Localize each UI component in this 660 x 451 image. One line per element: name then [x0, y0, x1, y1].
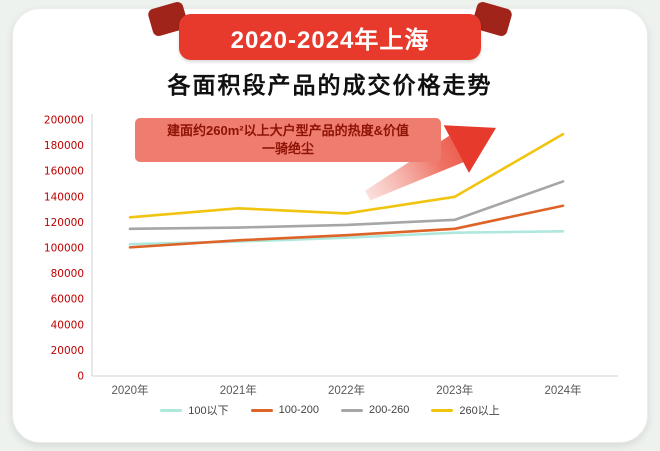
y-axis-tick-label: 200000 — [44, 115, 84, 127]
legend-swatch — [160, 408, 183, 412]
banner-title: 2020-2024年上海 — [230, 26, 430, 54]
y-axis-tick-label: 140000 — [44, 191, 84, 203]
chart-legend: 100以下 100-200 200-260 260以上 — [26, 402, 634, 418]
y-axis-tick-label: 120000 — [44, 217, 84, 229]
x-axis-tick-label: 2024年 — [544, 383, 581, 397]
legend-swatch — [431, 408, 454, 412]
legend-label: 260以上 — [459, 405, 500, 417]
legend-item: 200-260 — [341, 404, 409, 416]
series-line-100-200 — [128, 204, 565, 249]
x-axis-tick-label: 2021年 — [220, 383, 257, 397]
legend-label: 200-260 — [369, 404, 410, 416]
banner-ribbon: 2020-2024年上海 — [179, 14, 481, 60]
page-title: 各面积段产品的成交价格走势 — [167, 72, 493, 98]
y-axis-tick-label: 0 — [77, 371, 84, 383]
y-axis-tick-label: 100000 — [44, 243, 84, 255]
y-axis-tick-label: 60000 — [51, 294, 84, 306]
x-axis-tick-label: 2022年 — [328, 383, 365, 397]
chart-area: 0 20000 40000 60000 80000 100000 120000 140000 1… — [26, 100, 634, 440]
legend-swatch — [341, 408, 363, 412]
x-axis-tick-label: 2023年 — [436, 383, 473, 397]
legend-item: 260以上 — [431, 402, 500, 418]
y-axis-tick-label: 180000 — [44, 140, 84, 152]
legend-item: 100-200 — [250, 404, 319, 416]
legend-swatch — [250, 408, 273, 412]
plot-layer: 0 20000 40000 60000 80000 100000 120000 140000 1… — [44, 114, 618, 397]
annotation-line2: 一骑绝尘 — [261, 141, 314, 157]
y-axis-tick-label: 160000 — [44, 166, 84, 178]
price-trend-chart: 0 20000 40000 60000 80000 100000 120000 140000 1… — [44, 114, 618, 397]
legend-item: 100以下 — [160, 402, 229, 418]
annotation-line1: 建面约260m²以上大户型产品的热度&价值 — [167, 123, 409, 138]
series-line-200-260 — [128, 180, 565, 231]
series-line-260以上 — [128, 132, 565, 219]
annotation-callout: 建面约260m²以上大户型产品的热度&价值 一骑绝尘 — [135, 118, 441, 163]
y-axis-tick-label: 20000 — [51, 345, 84, 357]
y-axis-tick-label: 40000 — [51, 319, 84, 331]
y-axis-tick-label: 80000 — [51, 268, 84, 280]
x-axis-tick-label: 2020年 — [111, 383, 148, 397]
legend-label: 100以下 — [188, 405, 229, 417]
legend-label: 100-200 — [278, 404, 319, 416]
